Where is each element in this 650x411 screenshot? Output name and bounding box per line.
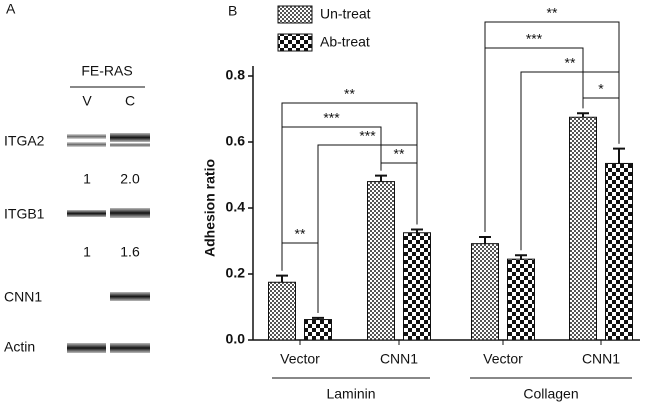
- x-tick-label: CNN1: [380, 351, 418, 367]
- bar: [569, 116, 597, 341]
- significance-label: **: [547, 5, 558, 21]
- band: [67, 142, 106, 147]
- significance-bracket: [281, 126, 382, 271]
- error-bar: [375, 174, 387, 182]
- error-bar: [276, 274, 288, 283]
- panel-label: B: [228, 3, 237, 19]
- band: [110, 292, 150, 301]
- significance-bracket: [484, 21, 620, 233]
- quant: 1.6: [120, 244, 140, 260]
- error-bar: [411, 228, 423, 233]
- significance-label: *: [598, 81, 604, 97]
- bar: [507, 258, 535, 341]
- x-tick-label: CNN1: [582, 351, 620, 367]
- band: [67, 343, 106, 353]
- legend-swatch: [277, 5, 313, 24]
- bar: [367, 181, 395, 341]
- quant: 1: [83, 244, 91, 260]
- bar: [471, 243, 499, 341]
- y-tick-label: 0.4: [226, 199, 246, 215]
- x-tick-label: Vector: [280, 351, 320, 367]
- band: [67, 210, 106, 217]
- significance-label: **: [565, 55, 576, 71]
- error-bar: [312, 316, 324, 320]
- group-label: Collagen: [523, 386, 578, 402]
- error-bar: [577, 112, 589, 118]
- y-axis-title: Adhesion ratio: [202, 159, 218, 257]
- row-label: CNN1: [4, 289, 42, 305]
- bar: [605, 162, 633, 341]
- significance-label: **: [295, 226, 306, 242]
- row-label: Actin: [4, 339, 35, 355]
- bar: [268, 281, 296, 341]
- band: [110, 343, 150, 353]
- significance-label: **: [394, 146, 405, 162]
- band: [110, 143, 150, 147]
- error-bar: [479, 236, 491, 244]
- bar: [304, 319, 332, 341]
- x-tick-label: Vector: [483, 351, 523, 367]
- lane-label: C: [125, 93, 135, 109]
- band: [67, 134, 106, 139]
- y-tick-label: 0.0: [226, 331, 246, 347]
- group-label: Laminin: [326, 386, 375, 402]
- significance-label: ***: [526, 31, 543, 47]
- legend-swatch: [277, 33, 313, 52]
- row-label: ITGA2: [4, 133, 45, 149]
- panel-label: A: [6, 1, 16, 17]
- error-bar: [613, 147, 625, 164]
- quant: 1: [83, 171, 91, 187]
- significance-bracket: [281, 102, 418, 271]
- legend-label: Ab-treat: [320, 34, 370, 50]
- error-bar: [515, 254, 527, 260]
- y-tick-label: 0.6: [226, 133, 246, 149]
- band: [110, 133, 150, 142]
- group-label: FE-RAS: [81, 63, 132, 79]
- significance-label: ***: [359, 128, 376, 144]
- band: [110, 208, 150, 218]
- lane-label: V: [82, 93, 92, 109]
- significance-label: **: [344, 86, 355, 102]
- bar: [403, 232, 431, 341]
- y-tick-label: 0.8: [226, 67, 246, 83]
- y-tick-label: 0.2: [226, 265, 246, 281]
- significance-bracket: [484, 47, 584, 233]
- legend-label: Un-treat: [320, 6, 371, 22]
- significance-label: ***: [323, 110, 340, 126]
- row-label: ITGB1: [4, 206, 45, 222]
- quant: 2.0: [120, 171, 140, 187]
